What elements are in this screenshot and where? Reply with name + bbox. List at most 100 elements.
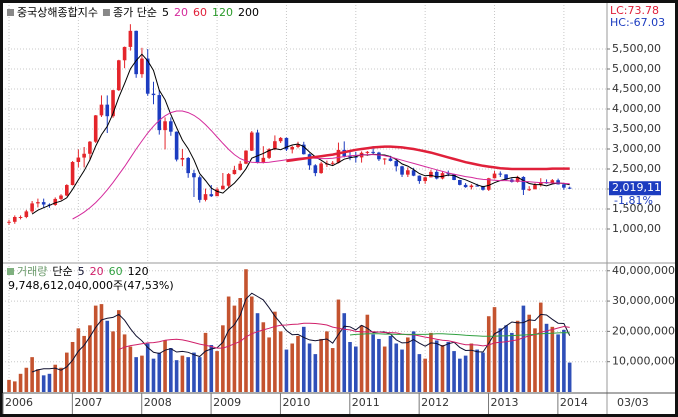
volume-bar (30, 357, 34, 392)
legend-icon (102, 9, 110, 16)
volume-bar (469, 343, 474, 392)
candle-body (255, 132, 260, 163)
candle-body (238, 163, 242, 170)
volume-bar (521, 305, 526, 392)
x-tick-label: 2008 (144, 396, 172, 409)
candle-body (567, 187, 572, 189)
candle-body (440, 173, 445, 179)
volume-bar (209, 345, 214, 392)
volume-bar (452, 351, 456, 392)
volume-bar (82, 335, 86, 392)
volume-bar (117, 310, 121, 392)
candle-body (400, 166, 404, 175)
volume-bar (562, 329, 566, 392)
x-tick-label: 2010 (282, 396, 310, 409)
volume-bar (53, 364, 58, 392)
candle-body (411, 170, 416, 176)
y-tick-label: 20,000,000 (612, 324, 675, 337)
candle-body (307, 154, 312, 166)
volume-bar (330, 348, 335, 392)
candle-body (388, 158, 393, 161)
ma-line (349, 332, 570, 337)
volume-bar (215, 351, 219, 392)
volume-bar (365, 314, 370, 392)
volume-bar (440, 345, 445, 392)
candle-body (492, 173, 497, 179)
volume-bar (273, 311, 277, 392)
candle-body (93, 115, 98, 142)
candle-body (365, 151, 370, 153)
y-tick-label: 10,000,000 (612, 355, 675, 368)
candle-body (429, 171, 433, 178)
candle-body (249, 132, 254, 151)
legend-icon (7, 9, 14, 16)
candle-body (41, 202, 46, 205)
volume-bar (307, 343, 312, 392)
volume-bar (255, 313, 260, 392)
volume-bar (192, 352, 196, 392)
y-tick-label: 30,000,000 (612, 294, 675, 307)
candle-body (221, 185, 225, 190)
y-tick-label: 3,000,00 (612, 142, 661, 155)
volume-bar (226, 296, 231, 392)
candle-body (209, 194, 214, 197)
candle-body (354, 156, 358, 158)
volume-bar (163, 340, 167, 392)
x-tick-label: 2011 (352, 396, 380, 409)
candle-body (336, 149, 341, 163)
candle-body (244, 150, 248, 164)
candle-body (88, 141, 92, 154)
candle-body (469, 185, 474, 188)
candle-body (169, 121, 173, 132)
volume-bar (544, 323, 549, 392)
y-tick-label: 3,500,00 (612, 122, 661, 135)
volume-bar (278, 331, 283, 392)
candle-body (128, 30, 133, 47)
volume-bar (336, 299, 341, 392)
candle-body (463, 184, 468, 188)
y-tick-label: 2,500,00 (612, 162, 661, 175)
volume-bar (105, 320, 110, 392)
volume-bar (70, 341, 75, 392)
volume-bar (180, 355, 185, 392)
candle-body (446, 173, 451, 175)
candle-body (319, 163, 323, 174)
candle-body (232, 169, 237, 175)
volume-bar (411, 331, 416, 392)
candle-body (533, 185, 537, 190)
date-label: 03/03 (617, 396, 649, 409)
volume-bar (423, 358, 427, 392)
candle-body (538, 182, 543, 186)
high-label: HC:-67.03 (610, 16, 665, 29)
volume-bar (400, 349, 404, 392)
candle-body (180, 158, 185, 160)
y-tick-label: 1,500,00 (612, 202, 661, 215)
volume-bar (249, 296, 254, 392)
ma-line (31, 292, 571, 373)
y-tick-label: 5,000,00 (612, 62, 661, 75)
candle-body (348, 156, 352, 158)
candle-body (99, 104, 104, 116)
volume-bar (475, 349, 479, 392)
candle-body (65, 185, 69, 196)
volume-bar (59, 367, 63, 392)
volume-bar (99, 304, 104, 392)
volume-bar (458, 358, 462, 392)
candle-body (434, 171, 439, 179)
volume-bar (434, 340, 439, 392)
volume-bar (515, 320, 520, 392)
volume-bar (238, 298, 242, 392)
candle-body (301, 144, 306, 155)
legend-label: 120 (128, 265, 149, 278)
volume-bar (377, 338, 381, 392)
volume-bar (359, 325, 364, 392)
candle-body (521, 176, 526, 190)
volume-bar (394, 343, 399, 392)
volume-info: 9,748,612,040,000주(47,53%) (8, 279, 174, 292)
volume-bar (533, 328, 537, 392)
x-tick-label: 2007 (74, 396, 102, 409)
candle-body (267, 149, 271, 158)
legend-label: 20 (174, 6, 188, 19)
legend-label: 5 (162, 6, 169, 19)
